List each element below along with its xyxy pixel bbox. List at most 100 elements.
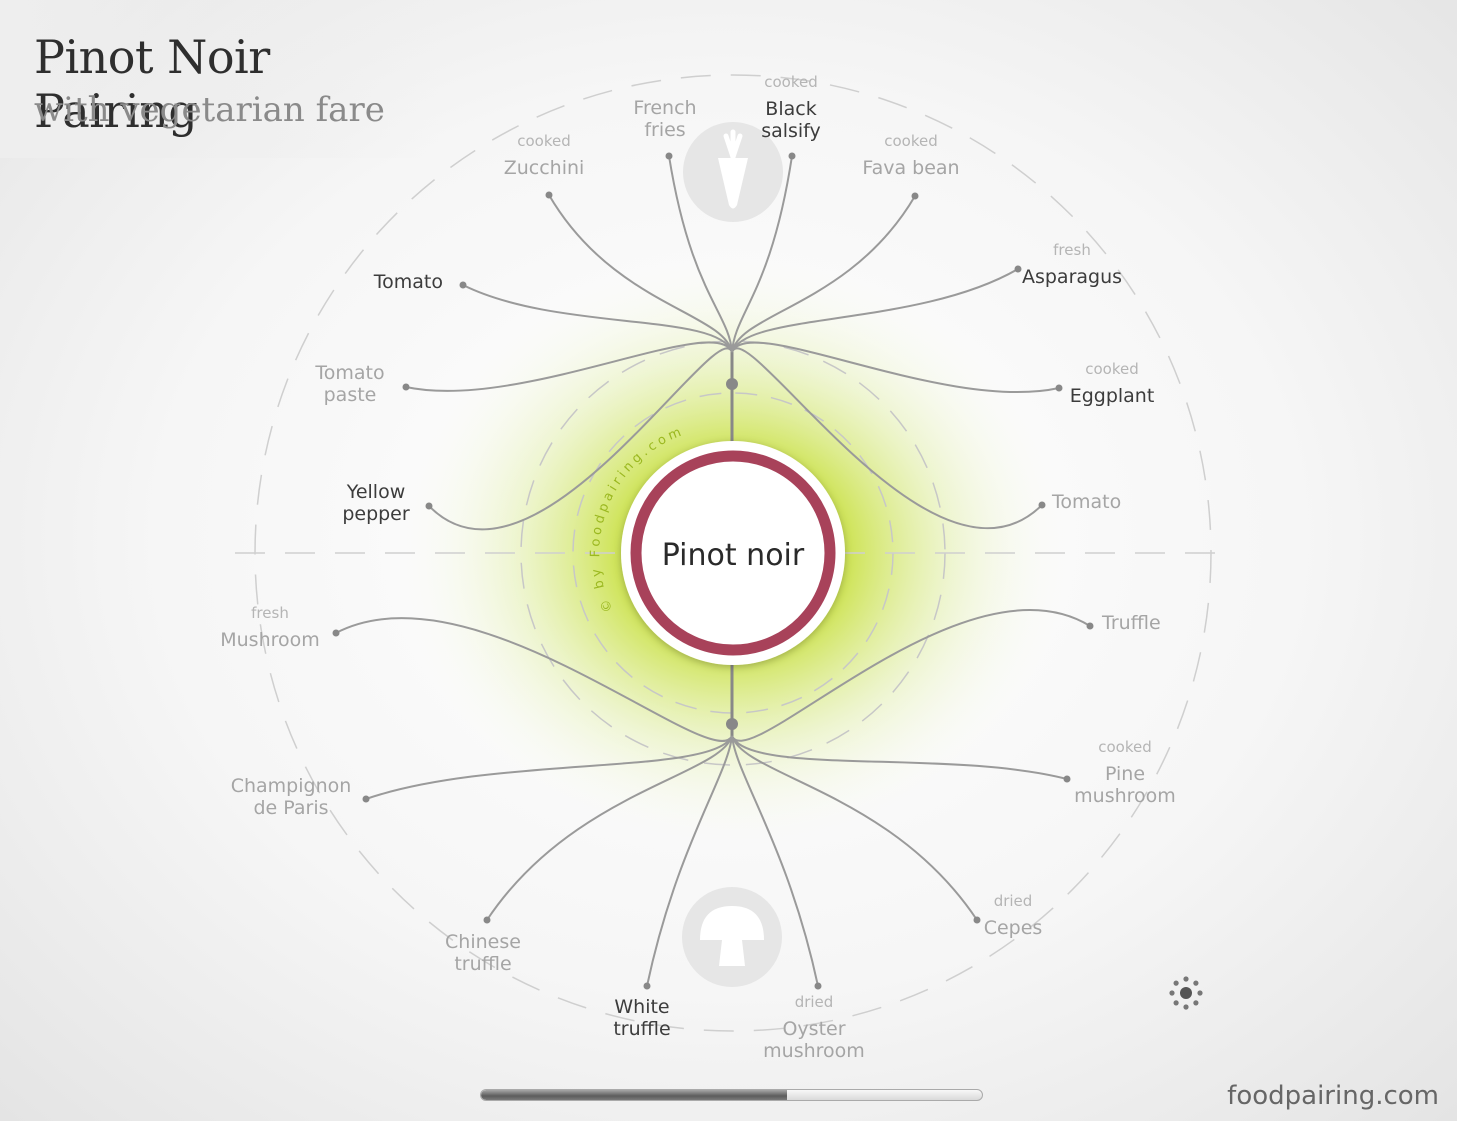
top-ingredient[interactable]: Tomato <box>373 271 443 293</box>
bottom-endpoint <box>1086 622 1094 630</box>
top-connector <box>731 347 1043 530</box>
top-connector <box>668 155 733 353</box>
top-connector <box>731 195 916 353</box>
ingredient-name: de Paris <box>253 797 328 819</box>
bottom-endpoint <box>1063 775 1071 783</box>
bottom-endpoint <box>973 916 981 924</box>
bottom-connector <box>486 735 733 921</box>
carrot-icon <box>683 122 783 222</box>
brand-footer[interactable]: foodpairing.com <box>1227 1081 1439 1111</box>
ingredient-name: Eggplant <box>1070 385 1155 407</box>
top-endpoint <box>459 281 467 289</box>
bottom-endpoint <box>332 629 340 637</box>
progress-fill <box>481 1090 787 1100</box>
ingredient-name: mushroom <box>1074 785 1176 807</box>
ingredient-name: fries <box>644 119 685 141</box>
top-endpoint <box>425 502 433 510</box>
ingredient-name: Tomato <box>1051 491 1121 513</box>
center-label: Pinot noir <box>662 538 805 573</box>
top-ingredient[interactable]: fresh Asparagus <box>1022 241 1122 288</box>
ingredient-name: Tomato <box>314 362 384 384</box>
bottom-ingredient[interactable]: fresh Mushroom <box>220 604 320 651</box>
ingredient-name: Asparagus <box>1022 266 1122 288</box>
ingredient-qualifier: cooked <box>764 73 818 91</box>
ingredient-name: Black <box>765 98 816 120</box>
top-ingredient[interactable]: cooked Fava bean <box>862 132 959 179</box>
ingredient-name: Oyster <box>782 1018 845 1040</box>
top-endpoint <box>1038 501 1046 509</box>
ingredient-qualifier: cooked <box>884 132 938 150</box>
ingredient-name: French <box>633 97 696 119</box>
bottom-endpoint <box>483 916 491 924</box>
title-block: Pinot Noir Pairing with vegetarian fare <box>0 0 440 158</box>
ingredient-qualifier: dried <box>795 993 834 1011</box>
ingredient-qualifier: fresh <box>251 604 289 622</box>
top-connector <box>731 341 1060 394</box>
ingredient-qualifier: fresh <box>1053 241 1091 259</box>
top-endpoint <box>911 192 919 200</box>
top-endpoint <box>545 191 553 199</box>
ingredient-name: salsify <box>761 120 821 142</box>
bottom-endpoint <box>643 982 651 990</box>
top-connector <box>548 194 733 353</box>
ingredient-name: Mushroom <box>220 629 320 651</box>
page-title: Pinot Noir Pairing <box>34 30 270 138</box>
ingredient-name: Cepes <box>984 917 1043 939</box>
ingredient-name: Fava bean <box>862 157 959 179</box>
ingredient-name: Champignon <box>231 775 352 797</box>
settings-gear-icon[interactable] <box>1167 974 1205 1012</box>
top-endpoint <box>402 383 410 391</box>
ingredient-name: Pine <box>1105 763 1145 785</box>
ingredient-qualifier: cooked <box>1098 738 1152 756</box>
top-endpoint <box>1014 265 1022 273</box>
bottom-connector <box>731 609 1091 742</box>
bottom-endpoint <box>362 795 370 803</box>
center-node[interactable]: Pinot noir <box>621 441 845 665</box>
ingredient-name: Yellow <box>346 481 406 503</box>
ingredient-name: paste <box>324 384 377 406</box>
top-ingredient[interactable]: cooked Zucchini <box>504 132 585 179</box>
bottom-connector <box>646 735 733 987</box>
ingredient-name: truffle <box>454 953 511 975</box>
bottom-connector <box>731 735 819 987</box>
ingredient-name: Zucchini <box>504 157 585 179</box>
bottom-hub-node <box>726 718 738 730</box>
top-connector <box>405 341 733 392</box>
ingredient-name: mushroom <box>763 1040 865 1062</box>
ingredient-name: pepper <box>342 503 410 525</box>
page-subtitle: with vegetarian fare <box>34 90 385 130</box>
top-ingredient[interactable]: cooked Eggplant <box>1070 360 1155 407</box>
ingredient-qualifier: dried <box>994 892 1033 910</box>
bottom-ingredient[interactable]: Truffle <box>1101 612 1161 634</box>
bottom-endpoint <box>814 982 822 990</box>
ingredient-name: White <box>614 996 669 1018</box>
top-connector <box>731 268 1019 353</box>
top-endpoint <box>665 152 673 160</box>
top-endpoint <box>1055 384 1063 392</box>
top-connector <box>731 155 793 353</box>
top-ingredient[interactable]: Tomato <box>1051 491 1121 513</box>
ingredient-name: Tomato <box>373 271 443 293</box>
bottom-connector <box>731 735 1068 780</box>
ingredient-qualifier: cooked <box>1085 360 1139 378</box>
bottom-connector <box>365 735 733 800</box>
bottom-ingredient[interactable]: dried Cepes <box>984 892 1043 939</box>
progress-bar[interactable] <box>480 1089 983 1101</box>
ingredient-name: truffle <box>613 1018 670 1040</box>
ingredient-name: Chinese <box>445 931 521 953</box>
top-connector <box>462 284 733 353</box>
top-connector <box>428 347 733 531</box>
top-endpoint <box>788 152 796 160</box>
top-hub-node <box>726 378 738 390</box>
